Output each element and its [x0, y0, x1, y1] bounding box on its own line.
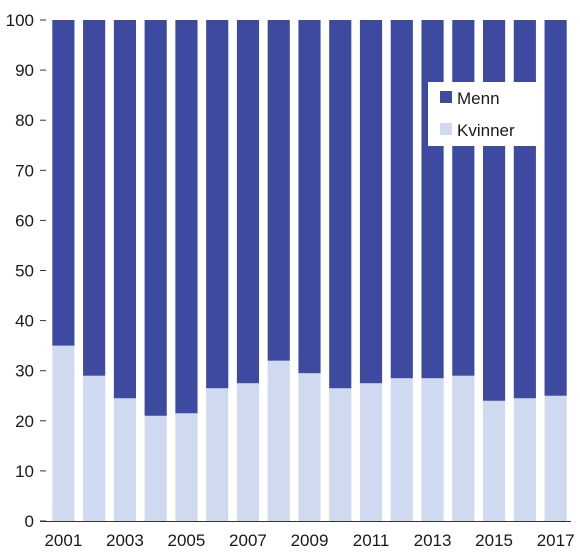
bar-kvinner-2009 — [298, 373, 321, 521]
bar-kvinner-2006 — [206, 388, 229, 521]
y-tick-label-60: 60 — [15, 211, 34, 230]
bars-layer — [52, 20, 567, 521]
bar-menn-2002 — [83, 20, 106, 376]
x-tick-label-2015: 2015 — [475, 531, 513, 550]
bar-menn-2015 — [483, 20, 506, 401]
bar-kvinner-2007 — [236, 383, 260, 521]
y-tick-label-10: 10 — [15, 462, 34, 481]
bar-menn-2011 — [359, 20, 383, 384]
y-tick-label-50: 50 — [15, 262, 34, 281]
x-axis: 2001 2003 2005 2007 2009 2011 2013 2015 2017 — [40, 521, 575, 550]
y-tick-label-20: 20 — [15, 412, 34, 431]
bar-kvinner-2003 — [113, 398, 136, 521]
legend-swatch-menn — [440, 91, 452, 103]
y-axis: 0 10 20 30 40 50 60 70 80 90 100 — [6, 11, 46, 531]
bar-menn-2004 — [144, 20, 167, 416]
bar-kvinner-2005 — [175, 413, 198, 521]
y-tick-label-90: 90 — [15, 61, 34, 80]
legend-label-menn: Menn — [457, 89, 500, 108]
legend-label-kvinner: Kvinner — [457, 121, 515, 140]
bar-menn-2013 — [421, 20, 444, 379]
bar-kvinner-2012 — [390, 378, 413, 521]
bar-menn-2012 — [390, 20, 413, 379]
bar-menn-2001 — [52, 20, 75, 346]
x-tick-label-2007: 2007 — [229, 531, 267, 550]
bar-kvinner-2013 — [421, 378, 444, 521]
y-tick-label-0: 0 — [25, 512, 34, 531]
bar-menn-2007 — [236, 20, 260, 384]
bar-menn-2006 — [206, 20, 229, 389]
y-tick-label-70: 70 — [15, 161, 34, 180]
bar-kvinner-2002 — [83, 375, 106, 521]
bar-kvinner-2017 — [544, 395, 567, 521]
x-tick-label-2003: 2003 — [106, 531, 144, 550]
y-tick-label-40: 40 — [15, 312, 34, 331]
bar-menn-2009 — [298, 20, 321, 374]
bar-kvinner-2015 — [483, 400, 506, 521]
bar-kvinner-2001 — [52, 345, 75, 521]
bar-kvinner-2008 — [267, 360, 290, 521]
bar-kvinner-2011 — [359, 383, 383, 521]
x-tick-label-2011: 2011 — [353, 531, 390, 550]
y-tick-label-100: 100 — [6, 11, 34, 30]
bar-menn-2010 — [329, 20, 352, 389]
y-tick-label-30: 30 — [15, 362, 34, 381]
bar-kvinner-2004 — [144, 415, 167, 521]
legend: Menn Kvinner — [428, 82, 536, 146]
x-tick-label-2005: 2005 — [168, 531, 206, 550]
bar-kvinner-2014 — [452, 375, 475, 521]
bar-kvinner-2016 — [513, 398, 536, 521]
legend-swatch-kvinner — [440, 123, 452, 135]
x-tick-label-2009: 2009 — [291, 531, 329, 550]
y-tick-label-80: 80 — [15, 111, 34, 130]
x-tick-label-2013: 2013 — [414, 531, 452, 550]
x-tick-label-2017: 2017 — [537, 531, 575, 550]
bar-menn-2016 — [513, 20, 536, 399]
bar-menn-2014 — [452, 20, 475, 376]
bar-kvinner-2010 — [329, 388, 352, 521]
x-tick-label-2001: 2001 — [44, 531, 82, 550]
bar-menn-2017 — [544, 20, 567, 396]
bar-menn-2008 — [267, 20, 290, 361]
bar-menn-2003 — [113, 20, 136, 399]
bar-menn-2005 — [175, 20, 198, 414]
